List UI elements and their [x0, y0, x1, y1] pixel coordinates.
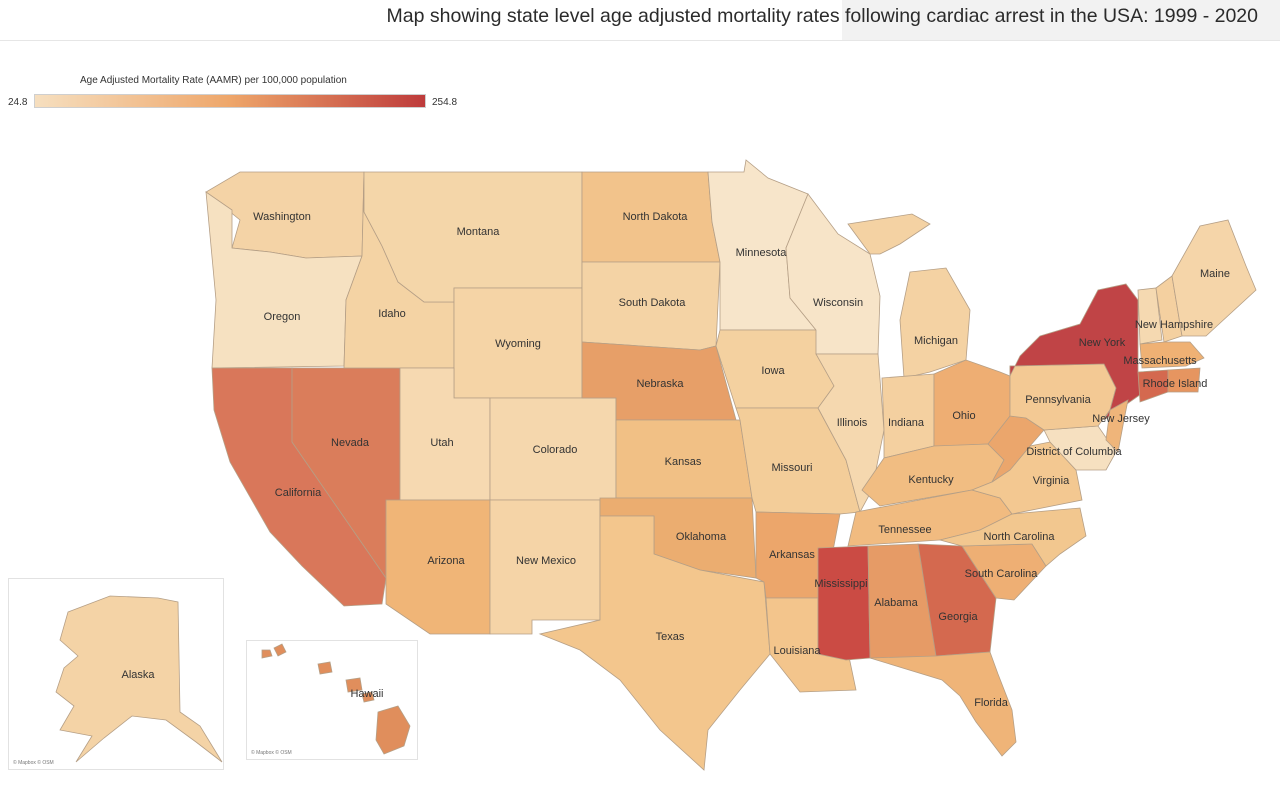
state-label-oregon: Oregon	[264, 311, 301, 323]
state-label-idaho: Idaho	[378, 308, 406, 320]
state-label-north-dakota: North Dakota	[623, 211, 689, 223]
state-label-washington: Washington	[253, 211, 311, 223]
legend-min-label: 24.8	[8, 97, 28, 108]
state-label-georgia: Georgia	[938, 611, 978, 623]
state-label-alabama: Alabama	[874, 597, 918, 609]
state-texas[interactable]	[538, 515, 771, 771]
state-label-ohio: Ohio	[952, 410, 975, 422]
state-label-indiana: Indiana	[888, 417, 925, 429]
state-label-utah: Utah	[430, 437, 453, 449]
state-label-wyoming: Wyoming	[495, 338, 541, 350]
legend-gradient-bar	[34, 94, 426, 108]
state-label-district-of-columbia: District of Columbia	[1026, 446, 1122, 458]
state-label-arizona: Arizona	[427, 555, 465, 567]
title-divider	[0, 40, 1280, 41]
state-label-virginia: Virginia	[1033, 475, 1070, 487]
state-label-new-hampshire: New Hampshire	[1135, 319, 1213, 331]
title-background	[842, 0, 1280, 40]
state-label-alaska: Alaska	[121, 669, 155, 681]
state-label-new-jersey: New Jersey	[1092, 413, 1150, 425]
state-label-iowa: Iowa	[761, 365, 785, 377]
state-label-colorado: Colorado	[533, 444, 578, 456]
state-label-louisiana: Louisiana	[773, 645, 821, 657]
state-label-nevada: Nevada	[331, 437, 370, 449]
state-new-york[interactable]	[1009, 283, 1145, 421]
state-michigan[interactable]	[847, 213, 971, 379]
state-hawaii[interactable]	[261, 643, 411, 755]
legend-max-label: 254.8	[432, 97, 458, 108]
state-alaska[interactable]	[55, 595, 223, 763]
state-label-new-mexico: New Mexico	[516, 555, 576, 567]
state-label-missouri: Missouri	[772, 462, 813, 474]
page-title: Map showing state level age adjusted mor…	[386, 5, 1258, 27]
state-label-montana: Montana	[457, 226, 501, 238]
state-label-kansas: Kansas	[665, 456, 702, 468]
legend-title: Age Adjusted Mortality Rate (AAMR) per 1…	[80, 75, 347, 86]
state-label-kentucky: Kentucky	[908, 474, 954, 486]
state-label-minnesota: Minnesota	[736, 247, 788, 259]
state-label-new-york: New York	[1079, 337, 1126, 349]
state-label-massachusetts: Massachusetts	[1123, 355, 1197, 367]
state-new-jersey[interactable]	[1105, 399, 1129, 453]
labels-layer: Washington Oregon California Nevada Idaho Mon…	[121, 211, 1230, 709]
states-layer	[55, 159, 1257, 771]
state-label-south-carolina: South Carolina	[965, 568, 1039, 580]
state-label-tennessee: Tennessee	[878, 524, 931, 536]
state-florida[interactable]	[869, 651, 1017, 757]
state-label-maine: Maine	[1200, 268, 1230, 280]
state-label-north-carolina: North Carolina	[984, 531, 1056, 543]
state-arizona[interactable]	[385, 499, 491, 635]
state-georgia[interactable]	[917, 543, 997, 657]
state-massachusetts[interactable]	[1139, 341, 1205, 369]
state-label-california: California	[275, 487, 322, 499]
state-maine[interactable]	[1171, 219, 1257, 337]
state-new-mexico[interactable]	[489, 499, 601, 635]
state-north-carolina[interactable]	[938, 507, 1087, 567]
state-label-rhode-island: Rhode Island	[1143, 378, 1208, 390]
state-label-arkansas: Arkansas	[769, 549, 815, 561]
hawaii-map-credit: © Mapbox © OSM	[251, 750, 292, 756]
state-label-mississippi: Mississippi	[814, 578, 867, 590]
alaska-map-credit: © Mapbox © OSM	[13, 760, 54, 766]
state-label-texas: Texas	[656, 631, 685, 643]
color-legend: Age Adjusted Mortality Rate (AAMR) per 1…	[0, 70, 470, 110]
state-label-michigan: Michigan	[914, 335, 958, 347]
state-vermont[interactable]	[1137, 287, 1163, 345]
state-label-illinois: Illinois	[837, 417, 868, 429]
state-label-wisconsin: Wisconsin	[813, 297, 863, 309]
state-label-hawaii: Hawaii	[350, 688, 383, 700]
state-label-nebraska: Nebraska	[636, 378, 684, 390]
state-label-oklahoma: Oklahoma	[676, 531, 727, 543]
title-bar: Map showing state level age adjusted mor…	[0, 0, 1280, 40]
state-rhode-island[interactable]	[1167, 367, 1201, 393]
state-label-pennsylvania: Pennsylvania	[1025, 394, 1091, 406]
state-label-florida: Florida	[974, 697, 1009, 709]
state-mississippi[interactable]	[817, 545, 871, 661]
state-label-south-dakota: South Dakota	[619, 297, 687, 309]
